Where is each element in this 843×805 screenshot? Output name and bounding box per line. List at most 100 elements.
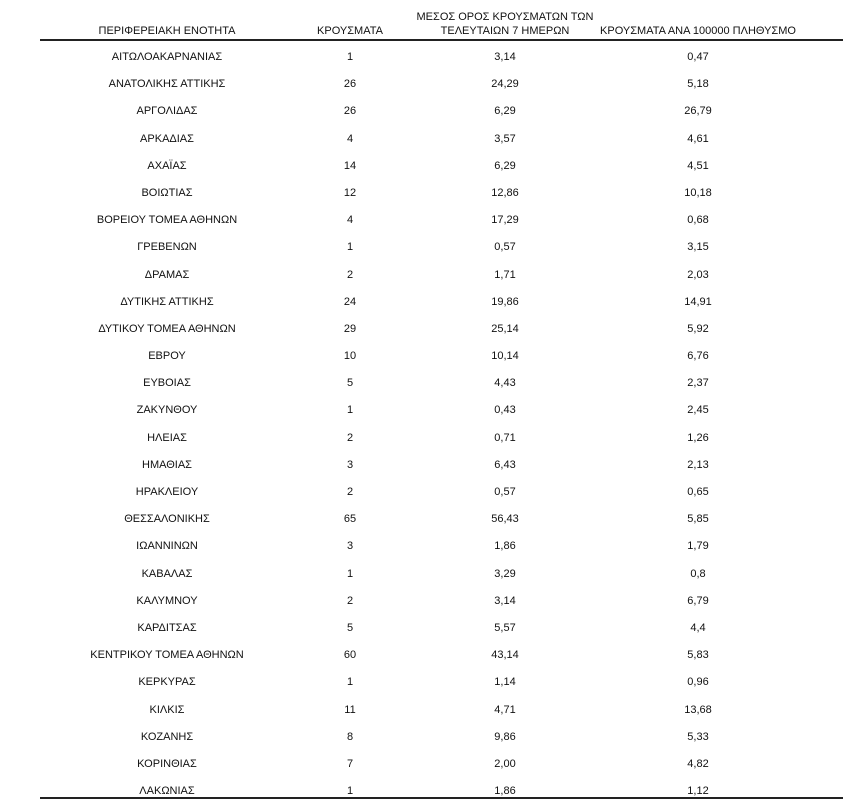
cell-region: ΔΡΑΜΑΣ [144,268,190,281]
cell-per100k: 0,65 [687,486,709,498]
cell-avg7: 0,57 [494,241,516,254]
cell-avg7: 5,57 [494,621,516,634]
cell-cases: 1 [346,785,354,798]
cell-avg7: 17,29 [491,214,519,227]
cell-cases: 1 [346,567,354,580]
cell-avg7: 6,29 [494,159,516,172]
cell-region: ΔΥΤΙΚΗΣ ΑΤΤΙΚΗΣ [120,295,214,308]
cell-region: ΑΡΚΑΔΙΑΣ [140,132,194,145]
cell-region: ΚΕΡΚΥΡΑΣ [138,676,196,689]
table-row: ΔΡΑΜΑΣ 2 1,71 2,03 [40,262,843,289]
table-row: ΕΒΡΟΥ 10 10,14 6,76 [40,343,843,370]
table-row: ΚΟΡΙΝΘΙΑΣ 7 2,00 4,82 [40,751,843,778]
cell-region: ΑΙΤΩΛΟΑΚΑΡΝΑΝΙΑΣ [111,51,223,63]
cell-cases: 26 [343,78,357,91]
cell-cases: 14 [343,159,357,172]
cell-region: ΕΒΡΟΥ [148,350,186,363]
cell-cases: 60 [343,649,357,662]
table-row: ΒΟΙΩΤΙΑΣ 12 12,86 10,18 [40,180,843,207]
cell-region: ΗΡΑΚΛΕΙΟΥ [135,486,199,498]
cell-region: ΚΑΡΔΙΤΣΑΣ [137,621,197,634]
cell-per100k: 10,18 [684,186,712,199]
table-row: ΗΛΕΙΑΣ 2 0,71 1,26 [40,425,843,452]
table-row: ΑΧΑΪΑΣ 14 6,29 4,51 [40,153,843,180]
bottom-rule [40,797,843,799]
cell-region: ΚΟΖΑΝΗΣ [140,730,194,743]
header-rule [40,39,843,41]
header-region: ΠΕΡΙΦΕΡΕΙΑΚΗ ΕΝΟΤΗΤΑ [98,25,236,37]
cell-cases: 5 [346,377,354,390]
cell-per100k: 1,12 [687,785,709,798]
cell-region: ΕΥΒΟΙΑΣ [143,377,191,390]
cell-avg7: 1,86 [494,785,516,798]
cell-per100k: 4,51 [687,159,709,172]
cell-cases: 3 [346,540,354,553]
cell-cases: 7 [346,757,354,770]
table-row: ΒΟΡΕΙΟΥ ΤΟΜΕΑ ΑΘΗΝΩΝ 4 17,29 0,68 [40,207,843,234]
cell-region: ΘΕΣΣΑΛΟΝΙΚΗΣ [124,513,210,526]
cell-avg7: 3,29 [494,567,516,580]
table-row: ΓΡΕΒΕΝΩΝ 1 0,57 3,15 [40,234,843,261]
cell-region: ΚΑΛΥΜΝΟΥ [136,594,198,607]
cell-region: ΒΟΙΩΤΙΑΣ [141,186,193,199]
cell-cases: 3 [346,458,354,471]
cell-avg7: 3,14 [494,51,516,63]
cell-per100k: 2,45 [687,404,709,417]
cell-cases: 4 [346,214,354,227]
table-row: ΚΑΡΔΙΤΣΑΣ 5 5,57 4,4 [40,615,843,642]
cell-cases: 29 [343,322,357,335]
table-row: ΕΥΒΟΙΑΣ 5 4,43 2,37 [40,370,843,397]
cell-per100k: 5,85 [687,513,709,526]
table-row: ΑΝΑΤΟΛΙΚΗΣ ΑΤΤΙΚΗΣ 26 24,29 5,18 [40,71,843,98]
cell-region: ΗΛΕΙΑΣ [147,431,187,444]
cell-per100k: 0,68 [687,214,709,227]
cell-cases: 10 [343,350,357,363]
cell-avg7: 24,29 [491,78,519,91]
cell-per100k: 6,76 [687,350,709,363]
cell-cases: 2 [346,594,354,607]
header-avg-line2: ΤΕΛΕΥΤΑΙΩΝ 7 ΗΜΕΡΩΝ [440,25,570,37]
cell-avg7: 1,71 [494,268,516,281]
table-row: ΑΡΓΟΛΙΔΑΣ 26 6,29 26,79 [40,98,843,125]
table-body: ΑΙΤΩΛΟΑΚΑΡΝΑΝΙΑΣ 1 3,14 0,47 ΑΝΑΤΟΛΙΚΗΣ ΑΤΤΙ… [40,44,843,805]
table-row: ΙΩΑΝΝΙΝΩΝ 3 1,86 1,79 [40,533,843,560]
table-row: ΔΥΤΙΚΟΥ ΤΟΜΕΑ ΑΘΗΝΩΝ 29 25,14 5,92 [40,316,843,343]
table-row: ΑΡΚΑΔΙΑΣ 4 3,57 4,61 [40,126,843,153]
cell-per100k: 13,68 [684,703,712,716]
cell-cases: 8 [346,730,354,743]
cell-cases: 2 [346,268,354,281]
cell-per100k: 5,33 [687,730,709,743]
cell-avg7: 6,43 [494,458,516,471]
cell-region: ΖΑΚΥΝΘΟΥ [136,404,198,417]
cell-avg7: 9,86 [494,730,516,743]
cell-per100k: 4,82 [687,757,709,770]
cell-cases: 1 [346,51,354,63]
cell-cases: 65 [343,513,357,526]
table-row: ΛΑΚΩΝΙΑΣ 1 1,86 1,12 [40,778,843,805]
table-header: ΠΕΡΙΦΕΡΕΙΑΚΗ ΕΝΟΤΗΤΑ ΚΡΟΥΣΜΑΤΑ ΜΕΣΟΣ ΟΡΟ… [40,0,843,40]
cell-avg7: 0,71 [494,431,516,444]
cell-avg7: 0,57 [494,486,516,498]
table-row: ΚΕΡΚΥΡΑΣ 1 1,14 0,96 [40,669,843,696]
cell-per100k: 2,37 [687,377,709,390]
cell-region: ΓΡΕΒΕΝΩΝ [137,241,197,254]
cell-avg7: 10,14 [491,350,519,363]
cell-per100k: 5,83 [687,649,709,662]
cell-per100k: 6,79 [687,594,709,607]
cell-region: ΚΙΛΚΙΣ [149,703,185,716]
cell-per100k: 1,79 [687,540,709,553]
cell-avg7: 4,43 [494,377,516,390]
table-row: ΑΙΤΩΛΟΑΚΑΡΝΑΝΙΑΣ 1 3,14 0,47 [40,44,843,71]
cell-per100k: 0,47 [687,51,709,63]
cell-avg7: 3,14 [494,594,516,607]
cell-cases: 1 [346,676,354,689]
cell-region: ΒΟΡΕΙΟΥ ΤΟΜΕΑ ΑΘΗΝΩΝ [96,214,238,227]
cell-region: ΗΜΑΘΙΑΣ [142,458,192,471]
cell-avg7: 12,86 [491,186,519,199]
table-row: ΖΑΚΥΝΘΟΥ 1 0,43 2,45 [40,397,843,424]
cell-avg7: 3,57 [494,132,516,145]
cell-per100k: 4,61 [687,132,709,145]
cell-cases: 26 [343,105,357,118]
cell-avg7: 1,86 [494,540,516,553]
cell-per100k: 5,92 [687,322,709,335]
